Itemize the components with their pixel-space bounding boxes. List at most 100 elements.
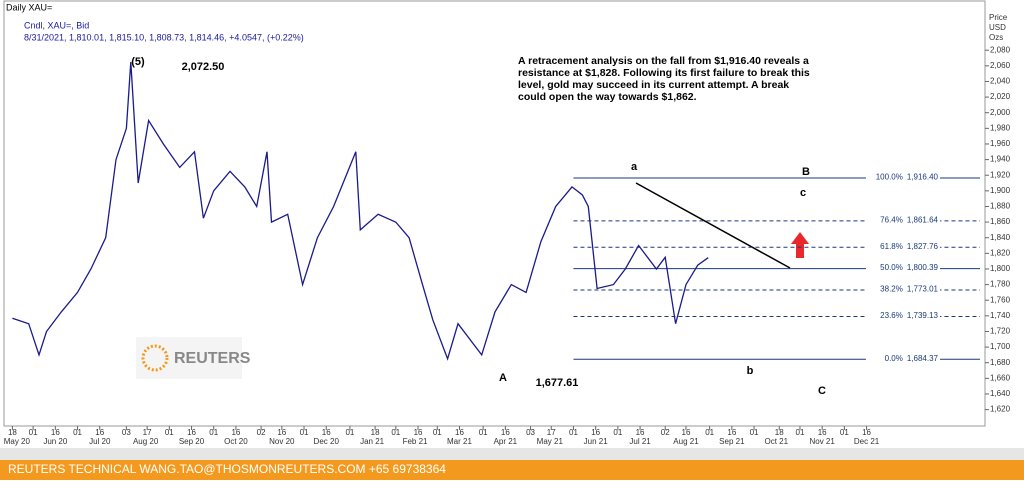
y-tick-label: 1,940 [990, 155, 1011, 164]
x-tick-label: 01 [479, 428, 488, 437]
logo-icon [141, 344, 169, 372]
plot-frame [3, 0, 986, 427]
x-tick-label: 01 [796, 428, 805, 437]
annotation: a [631, 161, 638, 173]
x-tick-label: 03 [122, 428, 131, 437]
note-line: A retracement analysis on the fall from … [518, 55, 809, 67]
month-label: Jun 21 [584, 437, 609, 446]
y-tick-label: 1,880 [990, 202, 1011, 211]
fib-percent: 0.0% [885, 354, 903, 363]
logo-text: REUTERS [174, 350, 251, 367]
annotation: B [802, 166, 810, 178]
x-tick-label: 01 [165, 428, 174, 437]
fib-label: 100.0% 1,916.40 [876, 173, 939, 182]
x-tick-label: 16 [455, 428, 464, 437]
month-label: Jun 20 [43, 437, 68, 446]
x-tick-label: 01 [705, 428, 714, 437]
y-tick-label: 1,920 [990, 170, 1011, 179]
month-label: Aug 20 [133, 437, 159, 446]
fib-value: 1,684.37 [907, 354, 939, 363]
y-tick-label: 2,080 [990, 45, 1011, 54]
month-label: Sep 20 [179, 437, 205, 446]
y-tick-label: 1,860 [990, 217, 1011, 226]
x-tick-label: 01 [613, 428, 622, 437]
month-label: Jul 20 [89, 437, 111, 446]
y-tick-label: 2,040 [990, 77, 1011, 86]
x-tick-label: 16 [501, 428, 510, 437]
y-tick-label: 1,740 [990, 311, 1011, 320]
month-label: Dec 21 [854, 437, 880, 446]
x-tick-label: 16 [322, 428, 331, 437]
fib-value: 1,773.01 [907, 285, 939, 294]
month-label: Feb 21 [403, 437, 428, 446]
x-tick-label: 01 [840, 428, 849, 437]
fib-label-bg [866, 263, 940, 274]
month-label: Nov 20 [269, 437, 295, 446]
fib-value: 1,916.40 [907, 173, 939, 182]
x-tick-label: 16 [636, 428, 645, 437]
x-tick-label: 16 [862, 428, 871, 437]
fib-value: 1,800.39 [907, 263, 939, 272]
scroll-strip [0, 448, 1024, 460]
month-label: Aug 21 [673, 437, 699, 446]
annotation: 1,677.61 [536, 377, 579, 389]
fib-label-bg [866, 173, 940, 184]
x-tick-label: 01 [391, 428, 400, 437]
fib-percent: 50.0% [880, 263, 903, 272]
annotation: (5) [131, 56, 145, 68]
month-label: Oct 20 [224, 437, 248, 446]
annotation: A [499, 372, 507, 384]
subtitle: Cndl, XAU=, Bid [24, 20, 89, 30]
x-tick-label: 01 [750, 428, 759, 437]
fib-label-bg [866, 311, 940, 322]
fib-percent: 23.6% [880, 311, 903, 320]
up-arrow [791, 232, 809, 258]
x-tick-label: 16 [277, 428, 286, 437]
x-tick-label: 17 [547, 428, 556, 437]
y-tick-label: 2,060 [990, 61, 1011, 70]
x-tick-label: 02 [257, 428, 266, 437]
x-tick-label: 02 [661, 428, 670, 437]
x-tick-label: 18 [8, 428, 17, 437]
footer-text: REUTERS TECHNICAL WANG.TAO@THOSMONREUTER… [8, 462, 446, 476]
month-label: Jan 21 [360, 437, 385, 446]
month-label: May 21 [537, 437, 564, 446]
x-tick-label: 01 [29, 428, 38, 437]
x-tick-label: 01 [209, 428, 218, 437]
annotation: b [747, 365, 754, 377]
fib-value: 1,739.13 [907, 311, 939, 320]
note-line: could open the way towards $1,862. [518, 91, 697, 103]
month-label: Jul 21 [629, 437, 651, 446]
chart-title: Daily XAU= [6, 2, 52, 12]
y-tick-label: 1,800 [990, 264, 1011, 273]
month-label: Dec 20 [314, 437, 340, 446]
axis-title: Price [989, 13, 1008, 22]
fib-label: 23.6% 1,739.13 [880, 311, 938, 320]
x-tick-label: 16 [682, 428, 691, 437]
fib-percent: 100.0% [876, 173, 903, 182]
fib-value: 1,827.76 [907, 242, 939, 251]
x-tick-label: 01 [73, 428, 82, 437]
y-tick-label: 1,720 [990, 327, 1011, 336]
y-tick-label: 1,620 [990, 405, 1011, 414]
x-tick-label: 17 [143, 428, 152, 437]
x-tick-label: 01 [300, 428, 309, 437]
x-tick-label: 16 [591, 428, 600, 437]
fib-percent: 38.2% [880, 285, 903, 294]
note-box [514, 52, 822, 118]
fib-label: 76.4% 1,861.64 [880, 215, 938, 224]
quote: 8/31/2021, 1,810.01, 1,815.10, 1,808.73,… [24, 32, 304, 42]
logo-box [136, 337, 242, 379]
fib-label-bg [866, 354, 940, 365]
y-tick-label: 1,760 [990, 295, 1011, 304]
y-tick-label: 1,820 [990, 248, 1011, 257]
fib-label: 61.8% 1,827.76 [880, 242, 938, 251]
y-tick-label: 1,960 [990, 139, 1011, 148]
x-tick-label: 16 [95, 428, 104, 437]
axis-title: Ozs [989, 33, 1003, 42]
x-tick-label: 16 [187, 428, 196, 437]
annotation: 2,072.50 [182, 61, 225, 73]
month-label: Apr 21 [494, 437, 518, 446]
y-tick-label: 1,900 [990, 186, 1011, 195]
fib-value: 1,861.64 [907, 215, 939, 224]
